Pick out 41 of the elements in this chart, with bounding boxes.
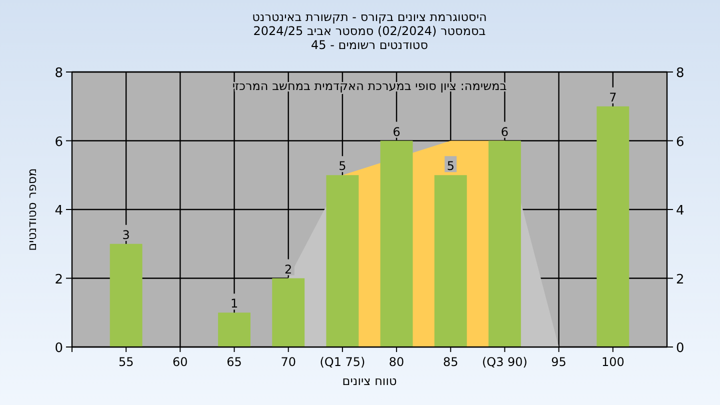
x-tick-label: 60: [172, 355, 188, 369]
bar: [272, 278, 305, 347]
data-label: 7: [609, 90, 617, 104]
bar: [380, 140, 413, 347]
x-tick-label: 85: [442, 355, 458, 369]
x-tick-label: (Q3 90): [482, 355, 528, 369]
chart-subtitle: בסמסטר (02/2024) סמסטר אביב 2024/25: [253, 24, 486, 38]
y-tick-label: 0: [54, 341, 63, 356]
bar: [110, 244, 142, 347]
y2-tick-label: 2: [676, 272, 684, 288]
bar: [434, 175, 467, 347]
y-tick-label: 8: [54, 66, 63, 81]
data-label: 5: [446, 159, 454, 174]
data-label: 5: [338, 159, 346, 174]
y-tick-label: 2: [54, 272, 63, 288]
y2-tick-label: 8: [676, 66, 684, 81]
x-tick-label: 80: [388, 355, 404, 369]
x-tick-label: 55: [118, 355, 134, 369]
bar: [326, 175, 359, 347]
text: סטודנטים רשומים - 45: [310, 38, 428, 52]
data-label: 1: [230, 296, 238, 311]
chart-title: היסטוגרמת ציונים בקורס - תקשורת באינטרנט: [252, 10, 487, 24]
y2-tick-label: 4: [676, 204, 684, 218]
y-tick-label: 4: [54, 204, 63, 218]
y-axis-title: מספר סטודנטים: [25, 168, 39, 251]
x-tick-label: 100: [601, 355, 624, 369]
x-tick-label: 65: [226, 355, 242, 369]
data-label: 6: [392, 124, 400, 139]
x-tick-label: (Q1 75): [320, 355, 366, 369]
data-label: 2: [284, 262, 292, 276]
y-tick-label: 6: [54, 134, 63, 150]
bar: [596, 106, 630, 347]
y2-tick-label: 6: [676, 134, 684, 150]
x-tick-label: 95: [551, 355, 566, 369]
data-label: 6: [500, 124, 509, 139]
data-label: 3: [122, 228, 130, 242]
bar: [218, 312, 250, 347]
x-tick-label: 70: [280, 355, 296, 369]
y2-tick-label: 0: [676, 341, 684, 356]
x-axis-title: טווח ציונים: [342, 374, 397, 388]
bar: [488, 140, 521, 347]
